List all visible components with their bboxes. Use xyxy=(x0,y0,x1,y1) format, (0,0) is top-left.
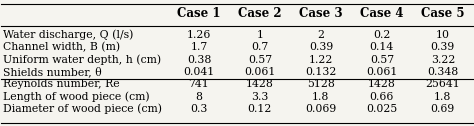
Text: Channel width, B (m): Channel width, B (m) xyxy=(3,42,120,53)
Text: Water discharge, Q (l/s): Water discharge, Q (l/s) xyxy=(3,30,134,40)
Text: Case 3: Case 3 xyxy=(299,7,343,20)
Text: 1.22: 1.22 xyxy=(309,55,333,65)
Text: 1.7: 1.7 xyxy=(191,42,208,52)
Text: 0.7: 0.7 xyxy=(251,42,269,52)
Text: 0.069: 0.069 xyxy=(305,104,337,114)
Text: Case 5: Case 5 xyxy=(421,7,465,20)
Text: 0.061: 0.061 xyxy=(366,67,398,77)
Text: 0.66: 0.66 xyxy=(370,92,394,102)
Text: 1428: 1428 xyxy=(246,79,274,89)
Text: 5128: 5128 xyxy=(307,79,335,89)
Text: Shields number, θ: Shields number, θ xyxy=(3,67,102,77)
Text: Reynolds number, Re: Reynolds number, Re xyxy=(3,79,119,89)
Text: Uniform water depth, h (cm): Uniform water depth, h (cm) xyxy=(3,54,161,65)
Text: 0.57: 0.57 xyxy=(248,55,272,65)
Text: 1.26: 1.26 xyxy=(187,30,211,40)
Text: 0.041: 0.041 xyxy=(183,67,215,77)
Text: Case 2: Case 2 xyxy=(238,7,282,20)
Text: 2: 2 xyxy=(318,30,324,40)
Text: 3.3: 3.3 xyxy=(251,92,269,102)
Text: 1: 1 xyxy=(256,30,264,40)
Text: 0.12: 0.12 xyxy=(248,104,272,114)
Text: 3.22: 3.22 xyxy=(431,55,455,65)
Text: 10: 10 xyxy=(436,30,450,40)
Text: 0.348: 0.348 xyxy=(427,67,458,77)
Text: 25641: 25641 xyxy=(426,79,460,89)
Text: 0.39: 0.39 xyxy=(431,42,455,52)
Text: Length of wood piece (cm): Length of wood piece (cm) xyxy=(3,91,150,102)
Text: Case 1: Case 1 xyxy=(177,7,221,20)
Text: 0.14: 0.14 xyxy=(370,42,394,52)
Text: 1.8: 1.8 xyxy=(434,92,452,102)
Text: 1428: 1428 xyxy=(368,79,396,89)
Text: 0.3: 0.3 xyxy=(190,104,208,114)
Text: 0.39: 0.39 xyxy=(309,42,333,52)
Text: 0.132: 0.132 xyxy=(305,67,337,77)
Text: Case 4: Case 4 xyxy=(360,7,403,20)
Text: 8: 8 xyxy=(195,92,202,102)
Text: 0.38: 0.38 xyxy=(187,55,211,65)
Text: Diameter of wood piece (cm): Diameter of wood piece (cm) xyxy=(3,104,162,114)
Text: 0.061: 0.061 xyxy=(244,67,275,77)
Text: 741: 741 xyxy=(189,79,210,89)
Text: 0.025: 0.025 xyxy=(366,104,398,114)
Text: 0.57: 0.57 xyxy=(370,55,394,65)
Text: 0.69: 0.69 xyxy=(431,104,455,114)
Text: 0.2: 0.2 xyxy=(373,30,391,40)
Text: 1.8: 1.8 xyxy=(312,92,329,102)
